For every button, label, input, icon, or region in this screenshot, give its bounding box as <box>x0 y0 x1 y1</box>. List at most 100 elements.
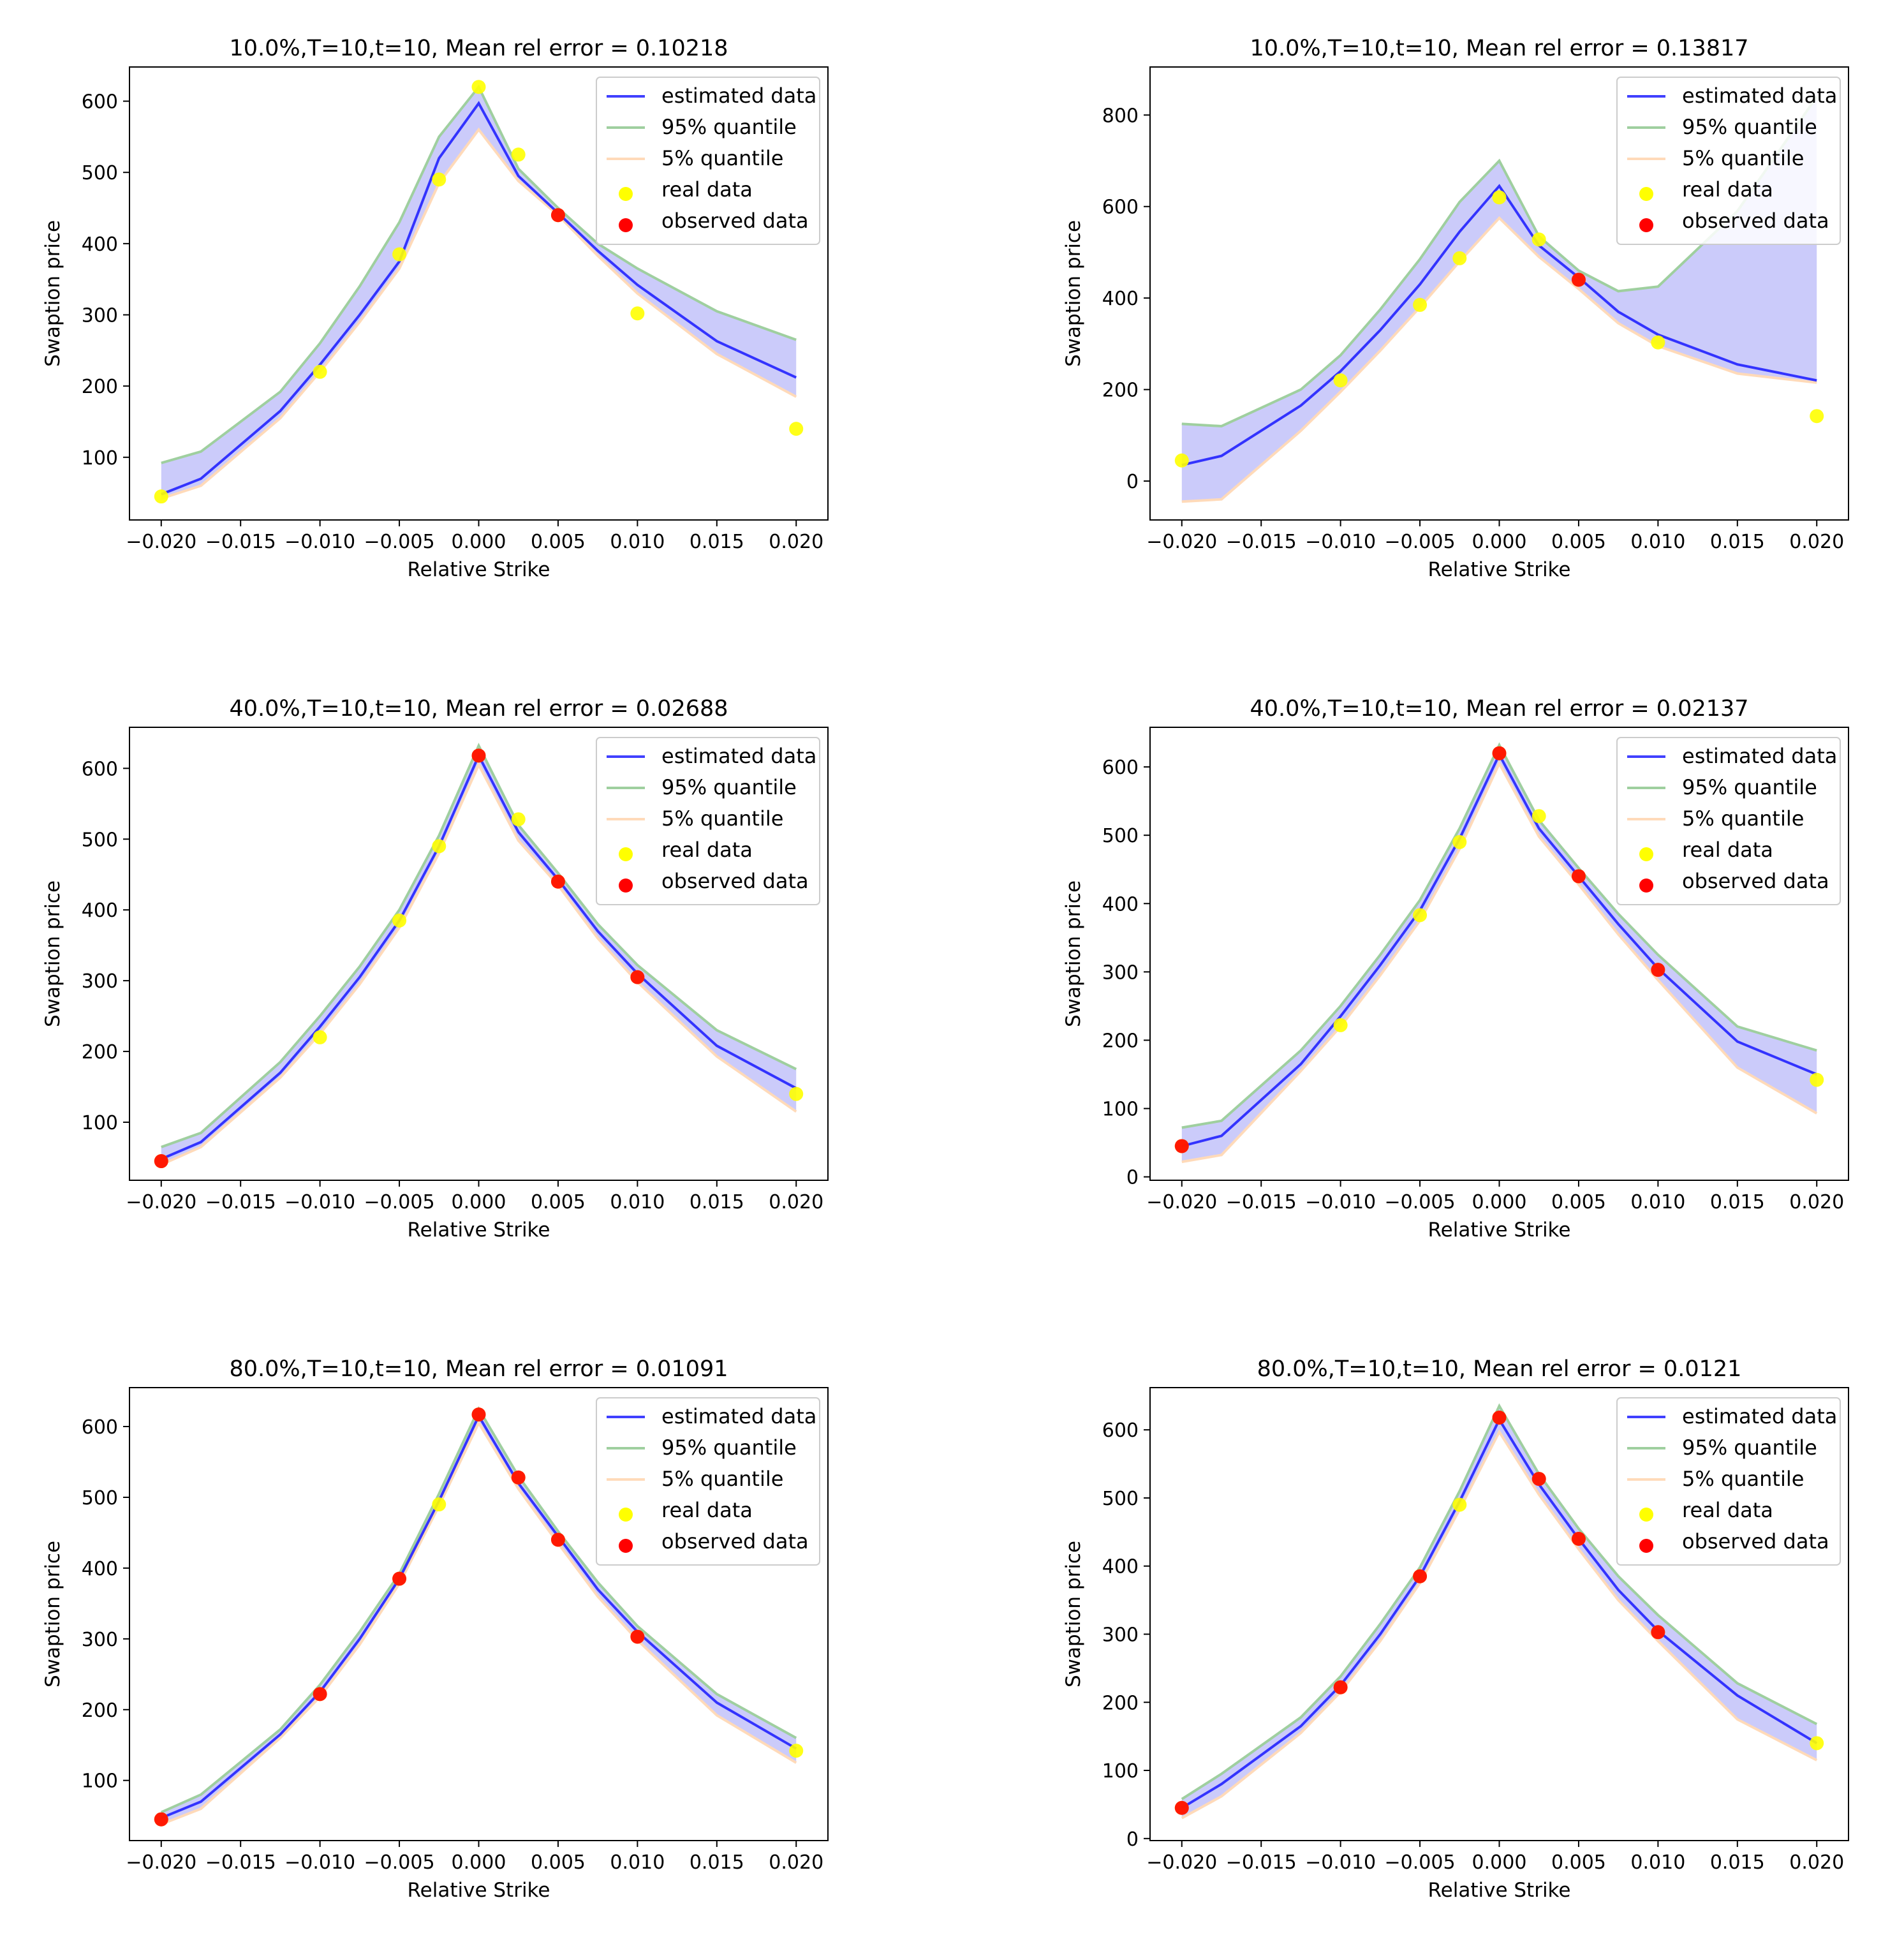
legend-label: observed data <box>1682 869 1829 893</box>
observed-data-point <box>1571 272 1586 287</box>
x-tick-label: 0.010 <box>610 531 665 553</box>
x-tick-label: 0.020 <box>1789 1191 1844 1213</box>
x-tick-label: 0.000 <box>1472 1851 1527 1874</box>
y-tick-label: 0 <box>1126 1828 1139 1851</box>
x-tick-label: 0.010 <box>1630 531 1685 553</box>
real-data-point <box>789 1086 804 1101</box>
x-tick-label: −0.005 <box>1385 1191 1456 1213</box>
observed-data-point <box>1492 1410 1507 1425</box>
legend-label: 95% quantile <box>1682 775 1817 799</box>
legend-swatch <box>1639 218 1653 232</box>
y-tick-label: 200 <box>82 1700 118 1722</box>
x-tick-label: 0.020 <box>1789 1851 1844 1874</box>
legend-box <box>1616 737 1841 905</box>
x-tick-label: −0.015 <box>1226 1191 1297 1213</box>
y-axis-label: Swaption price <box>1062 1541 1085 1687</box>
x-tick-label: −0.010 <box>1305 1191 1376 1213</box>
real-data-point <box>392 247 407 262</box>
legend-swatch <box>619 879 633 893</box>
y-tick-label: 400 <box>1102 1556 1139 1578</box>
legend-label: real data <box>661 838 753 862</box>
legend: estimated data 95% quantile 5% quantile rea… <box>596 1397 820 1566</box>
legend-label: 95% quantile <box>661 115 797 139</box>
y-tick-label: 800 <box>1102 105 1139 127</box>
y-tick-label: 300 <box>82 304 118 327</box>
legend-swatch <box>1639 1508 1653 1522</box>
x-tick-label: 0.005 <box>531 1191 586 1213</box>
chart-panel-4: −0.020 −0.015 −0.010 −0.005 0.000 0.005 0.010 0… <box>1062 696 1849 1242</box>
y-tick-label: 600 <box>82 91 118 114</box>
chart-panel-3: −0.020 −0.015 −0.010 −0.005 0.000 0.005 0.010 0… <box>41 696 829 1242</box>
x-tick-label: −0.010 <box>284 531 355 553</box>
observed-data-point <box>550 1532 565 1547</box>
legend: estimated data 95% quantile 5% quantile rea… <box>1616 77 1841 245</box>
legend-label: 95% quantile <box>1682 1435 1817 1460</box>
x-tick-label: 0.010 <box>1630 1191 1685 1213</box>
x-tick-label: −0.015 <box>1226 1851 1297 1874</box>
legend-label: real data <box>1682 1498 1773 1522</box>
legend-label: estimated data <box>1682 744 1837 768</box>
observed-data-point <box>1571 869 1586 884</box>
legend-box <box>596 77 820 245</box>
legend: estimated data 95% quantile 5% quantile rea… <box>596 77 820 245</box>
legend: estimated data 95% quantile 5% quantile rea… <box>1616 1397 1841 1566</box>
estimated-line <box>1181 1417 1818 1809</box>
y-tick-label: 100 <box>1102 1099 1139 1121</box>
legend-label: 5% quantile <box>661 806 783 831</box>
observed-data-point <box>1492 746 1507 760</box>
real-data-point <box>1452 1497 1467 1512</box>
y-tick-label: 500 <box>1102 1488 1139 1510</box>
y-tick-label: 500 <box>82 829 118 851</box>
x-tick-label: −0.005 <box>1385 1851 1456 1874</box>
lower-quantile-line <box>161 127 797 500</box>
x-tick-label: 0.010 <box>610 1851 665 1874</box>
real-data-point <box>1333 373 1348 388</box>
y-tick-label: 600 <box>82 1416 118 1439</box>
x-tick-label: −0.010 <box>1305 1851 1376 1874</box>
lower-quantile-line <box>161 1420 797 1826</box>
y-tick-label: 0 <box>1126 471 1139 493</box>
upper-quantile-line <box>160 1406 797 1814</box>
y-tick-label: 600 <box>82 758 118 780</box>
upper-quantile-line <box>1181 96 1818 428</box>
legend-label: 95% quantile <box>1682 115 1817 139</box>
legend-swatch <box>619 187 633 201</box>
real-data-point <box>1413 908 1428 923</box>
x-tick-label: 0.010 <box>1630 1851 1685 1874</box>
legend-label: estimated data <box>1682 84 1837 108</box>
upper-quantile-line <box>161 84 797 464</box>
legend-label: 95% quantile <box>661 775 797 799</box>
legend-box <box>1616 1397 1841 1566</box>
x-axis-label: Relative Strike <box>408 1219 550 1242</box>
y-tick-label: 400 <box>1102 288 1139 310</box>
chart-title: 80.0%,T=10,t=10, Mean rel error = 0.0109… <box>229 1356 728 1382</box>
real-data-point <box>511 147 526 162</box>
legend-label: observed data <box>661 1529 809 1553</box>
x-tick-label: −0.015 <box>205 531 276 553</box>
y-axis-label: Swaption price <box>41 880 64 1027</box>
x-tick-label: 0.000 <box>452 1851 506 1874</box>
chart-panel-5: −0.020 −0.015 −0.010 −0.005 0.000 0.005 0.010 0… <box>41 1356 829 1902</box>
chart-title: 10.0%,T=10,t=10, Mean rel error = 0.1381… <box>1250 36 1748 61</box>
legend-label: estimated data <box>661 84 816 108</box>
x-tick-label: −0.005 <box>364 1191 435 1213</box>
y-tick-label: 400 <box>82 1558 118 1580</box>
observed-data-point <box>1571 1532 1586 1546</box>
y-axis-label: Swaption price <box>1062 880 1085 1027</box>
legend-label: real data <box>661 1498 753 1522</box>
real-data-point <box>432 1497 446 1512</box>
y-tick-label: 300 <box>82 970 118 993</box>
x-tick-label: −0.005 <box>364 531 435 553</box>
observed-data-point <box>630 970 645 984</box>
lower-quantile-line <box>1181 760 1818 1164</box>
quantile-band <box>1181 745 1817 1162</box>
estimated-line <box>161 1413 797 1820</box>
y-tick-label: 200 <box>1102 1030 1139 1052</box>
x-tick-label: 0.010 <box>610 1191 665 1213</box>
observed-data-point <box>471 1407 486 1422</box>
upper-quantile-line <box>1181 742 1817 1129</box>
estimated-line <box>1181 184 1817 466</box>
real-data-point <box>154 489 168 504</box>
legend-label: 5% quantile <box>1682 1467 1804 1491</box>
